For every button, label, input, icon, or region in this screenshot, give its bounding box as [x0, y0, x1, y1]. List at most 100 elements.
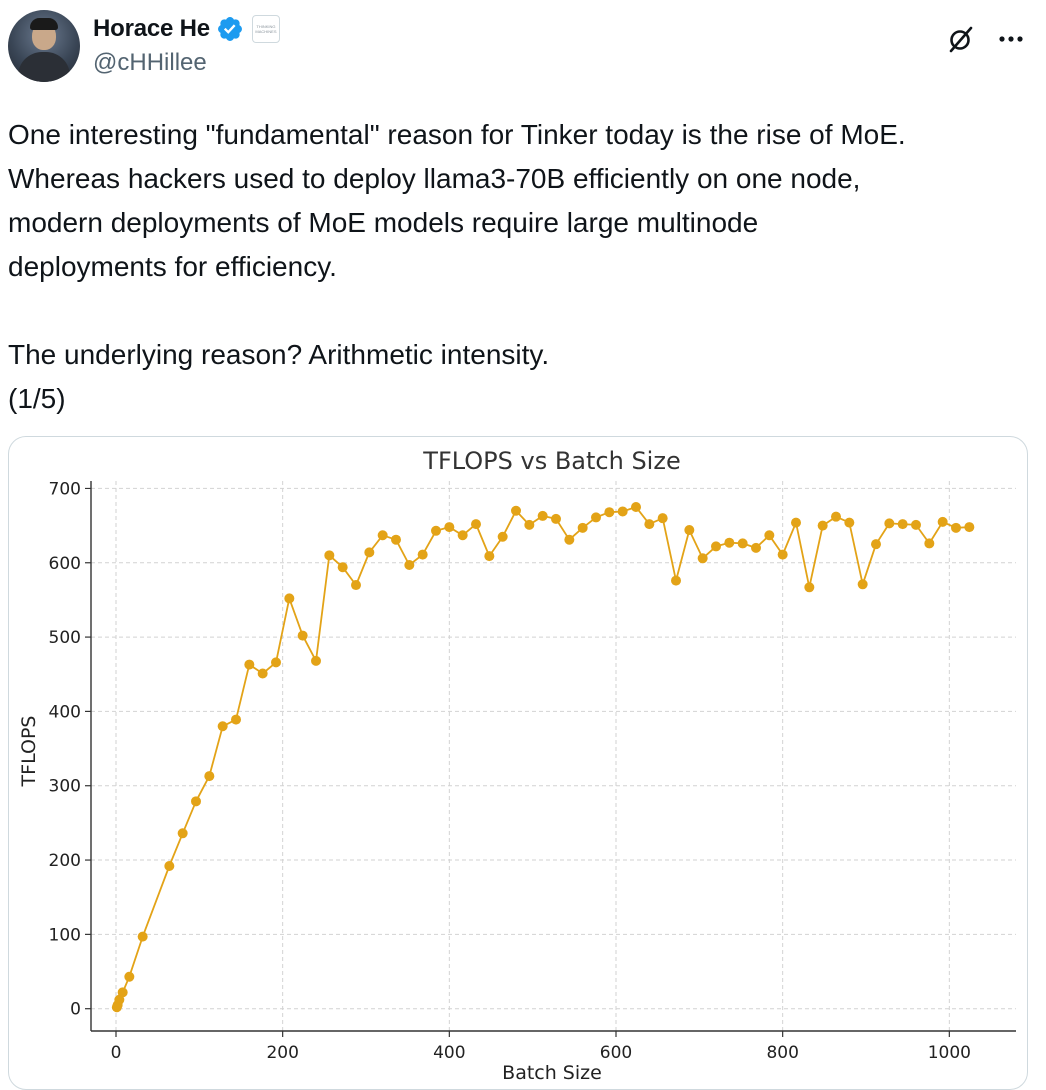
data-point [351, 580, 361, 591]
data-point [551, 513, 561, 524]
name-row: Horace He THINKING MACHINES [93, 12, 280, 46]
data-point [817, 520, 828, 531]
data-point [511, 505, 521, 516]
x-tick-label: 1000 [928, 1043, 971, 1063]
y-tick-label: 500 [49, 628, 81, 648]
tflops-chart: 0 200 400 600 800 10000100200300400500600700 … [18, 447, 1016, 1084]
data-point [471, 519, 481, 530]
data-point [711, 541, 721, 552]
data-point [204, 771, 215, 782]
grok-icon[interactable] [946, 24, 976, 54]
chart-y-axis-label: TFLOPS [18, 716, 40, 788]
verified-badge-icon[interactable] [216, 15, 244, 43]
data-point [924, 538, 935, 549]
y-tick-label: 400 [49, 702, 81, 722]
chart-grid [91, 481, 1016, 1031]
chart-series [111, 502, 975, 1013]
data-point [884, 518, 895, 529]
chart-axes: 0 200 400 600 800 1000 0 100 200 300 400 500 600 700 [49, 479, 1016, 1063]
display-name[interactable]: Horace He [93, 15, 210, 42]
avatar-body [18, 52, 70, 82]
data-point [444, 522, 455, 533]
data-point [937, 516, 948, 527]
data-point [777, 549, 788, 560]
x-tick-label: 200 [266, 1043, 298, 1063]
data-point [657, 513, 668, 524]
y-tick-label: 600 [49, 554, 81, 574]
data-point [497, 531, 508, 542]
data-point [537, 510, 548, 521]
data-point [217, 721, 228, 732]
avatar-hair [30, 18, 58, 30]
data-point [297, 630, 308, 641]
x-tick-label: 600 [600, 1043, 632, 1063]
data-point [871, 539, 881, 550]
y-tick-label: 700 [49, 479, 81, 499]
data-point [337, 562, 348, 573]
data-point [257, 668, 268, 679]
data-point [311, 655, 321, 666]
data-point [897, 519, 908, 530]
x-tick-label: 0 [111, 1043, 122, 1063]
data-point [431, 525, 441, 536]
media-card[interactable]: 0 200 400 600 800 1000 0 100 200 300 400 500 600 700 … [8, 436, 1028, 1090]
data-point [737, 538, 748, 549]
x-tick-label: 800 [766, 1043, 798, 1063]
data-point [791, 517, 801, 528]
data-point [604, 507, 615, 518]
data-point [231, 714, 241, 725]
data-point [844, 517, 855, 528]
data-point [377, 530, 388, 541]
data-point [911, 519, 921, 530]
data-point [391, 534, 401, 545]
data-point [831, 511, 841, 522]
data-point [697, 553, 708, 564]
data-point [564, 534, 575, 545]
data-point [324, 550, 335, 561]
data-point [524, 519, 535, 530]
handle[interactable]: @cHHillee [93, 49, 207, 76]
data-point [591, 512, 601, 523]
data-point [244, 659, 255, 670]
data-point [457, 530, 468, 541]
data-point [751, 542, 761, 553]
data-point [804, 582, 815, 593]
data-point [631, 502, 641, 513]
data-point [764, 530, 775, 541]
data-point [164, 861, 175, 871]
data-point [857, 579, 868, 590]
data-point [177, 828, 188, 839]
more-horizontal-icon[interactable] [994, 22, 1028, 56]
avatar[interactable] [8, 10, 80, 82]
y-tick-label: 200 [49, 851, 81, 871]
data-point [137, 931, 148, 942]
x-tick-label: 400 [433, 1043, 465, 1063]
data-point [417, 549, 428, 560]
data-point [124, 971, 135, 982]
data-point [114, 994, 125, 1005]
data-point [117, 987, 128, 998]
data-point [191, 796, 201, 807]
y-tick-label: 300 [49, 777, 81, 797]
data-point [671, 575, 681, 586]
y-tick-label: 100 [49, 925, 81, 945]
chart-title: TFLOPS vs Batch Size [422, 447, 680, 475]
data-point [724, 537, 735, 548]
tweet-text: One interesting "fundamental" reason for… [8, 119, 906, 414]
author-block: Horace He THINKING MACHINES @cHHillee [93, 12, 280, 77]
affiliate-badge[interactable]: THINKING MACHINES [251, 15, 280, 43]
data-point [404, 559, 415, 570]
data-point [644, 519, 655, 530]
data-point [364, 547, 375, 558]
data-point [484, 551, 495, 562]
chart-x-axis-label: Batch Size [502, 1062, 602, 1084]
data-point [951, 522, 961, 533]
data-point [617, 506, 628, 517]
data-point [684, 525, 695, 536]
data-point [284, 593, 295, 604]
data-point [964, 522, 975, 533]
data-point [271, 657, 281, 668]
series-line [115, 506, 970, 1008]
data-point [577, 522, 588, 533]
y-tick-label: 0 [70, 1000, 81, 1020]
